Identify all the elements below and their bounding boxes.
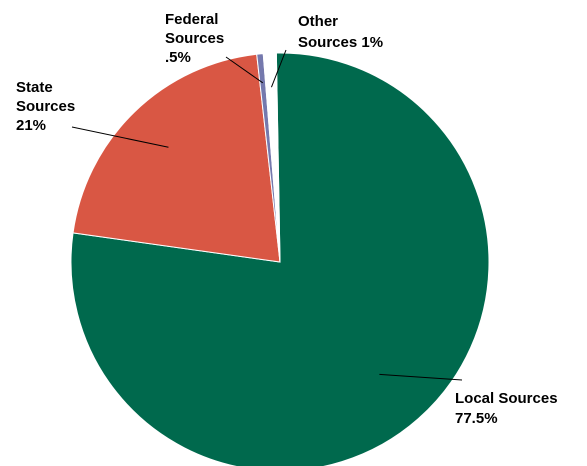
leader-lines — [71, 49, 463, 381]
label-state-sources: State Sources 21% — [16, 79, 79, 134]
label-other-sources: Other Sources 1% — [298, 13, 383, 51]
pie-slices — [70, 52, 490, 466]
leader-other-sources — [270, 49, 287, 88]
leader-state-sources — [71, 126, 169, 148]
label-federal-sources: Federal Sources .5% — [165, 11, 228, 66]
leader-federal-sources — [225, 56, 264, 84]
slice-other-sources — [262, 52, 281, 263]
slice-state-sources — [72, 53, 281, 263]
label-local-sources: Local Sources 77.5% — [455, 390, 562, 427]
leader-local-sources — [379, 373, 463, 381]
